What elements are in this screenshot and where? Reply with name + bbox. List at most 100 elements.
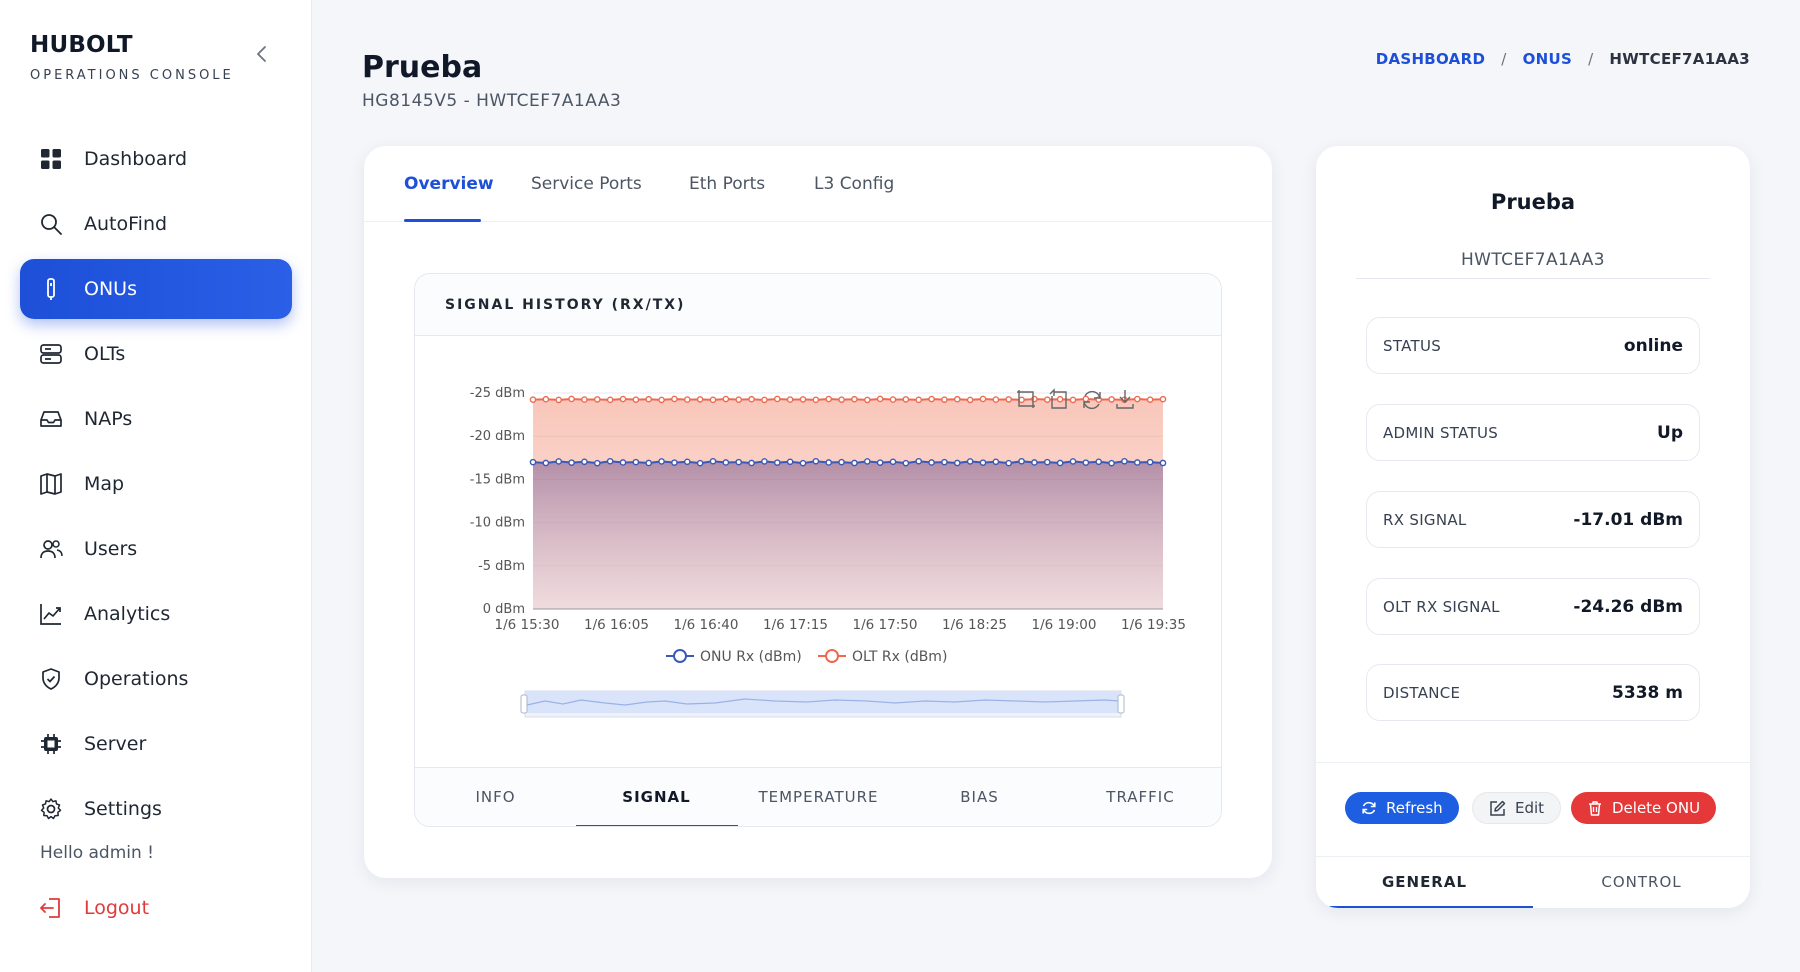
x-tick-label: 1/6 17:15	[763, 617, 828, 633]
rx-signal-row: RX SIGNAL -17.01 dBm	[1366, 491, 1700, 548]
delete-onu-button[interactable]: Delete ONU	[1571, 792, 1717, 824]
breadcrumb: DASHBOARD / ONUS / HWTCEF7A1AA3	[1376, 50, 1750, 68]
signal-chart: -25 dBm -20 dBm -15 dBm -10 dBm -5 dBm 0 dBm 1…	[415, 337, 1221, 767]
onu-rx-point	[1121, 457, 1128, 465]
tab-overview[interactable]: Overview	[404, 174, 494, 194]
onu-rx-point	[992, 458, 1000, 466]
refresh-button[interactable]: Refresh	[1345, 792, 1459, 824]
distance-label: DISTANCE	[1383, 683, 1461, 702]
logout-button[interactable]: Logout	[38, 895, 149, 921]
olt-rx-point	[748, 395, 755, 403]
olt-rx-point	[1005, 396, 1013, 403]
onu-rx-point	[542, 459, 550, 467]
olt-rx-point	[979, 395, 987, 403]
sidebar-item-server[interactable]: Server	[20, 714, 292, 774]
sidebar-item-map[interactable]: Map	[20, 454, 292, 514]
shield-icon	[38, 666, 64, 692]
sidebar-item-operations[interactable]: Operations	[20, 649, 292, 709]
tab-control[interactable]: CONTROL	[1601, 873, 1682, 891]
chart-line-icon	[38, 601, 64, 627]
rx-signal-label: RX SIGNAL	[1383, 510, 1467, 529]
tab-eth-ports[interactable]: Eth Ports	[689, 174, 766, 194]
onu-rx-point	[1056, 459, 1064, 467]
sidebar-item-analytics[interactable]: Analytics	[20, 584, 292, 644]
olt-rx-point	[555, 396, 563, 404]
sidebar-item-dashboard[interactable]: Dashboard	[20, 129, 292, 189]
sidebar-item-label: AutoFind	[84, 213, 168, 235]
tab-general[interactable]: GENERAL	[1381, 873, 1468, 891]
tab-temperature[interactable]: TEMPERATURE	[758, 788, 879, 806]
onu-rx-point	[593, 459, 601, 467]
onu-rx-point	[761, 458, 768, 465]
tab-info[interactable]: INFO	[475, 788, 516, 806]
legend-label: OLT Rx (dBm)	[852, 649, 947, 665]
olt-rx-point	[928, 395, 935, 403]
map-icon	[38, 471, 64, 497]
onu-rx-point	[863, 458, 871, 465]
zoom-icon[interactable]	[1017, 390, 1035, 408]
sidebar-item-users[interactable]: Users	[20, 519, 292, 579]
olt-rx-point	[1018, 396, 1025, 404]
device-card: Prueba HWTCEF7A1AA3 STATUS online ADMIN …	[1316, 146, 1750, 908]
sidebar-nav: Dashboard AutoFind ONUs OLTs NAPs	[20, 129, 292, 844]
onu-rx-point	[735, 458, 743, 466]
y-tick-label: -25 dBm	[470, 386, 525, 401]
onu-rx-point	[529, 458, 537, 466]
sidebar-item-settings[interactable]: Settings	[20, 779, 292, 839]
sidebar-item-label: ONUs	[84, 278, 137, 300]
olt-rx-point	[606, 396, 614, 404]
olt-rx-signal-row: OLT RX SIGNAL -24.26 dBm	[1366, 578, 1700, 635]
sidebar-item-naps[interactable]: NAPs	[20, 389, 292, 449]
onu-rx-point	[1146, 458, 1154, 466]
refresh-label: Refresh	[1386, 799, 1443, 817]
zoom-slider-sparkline	[526, 698, 1120, 706]
onu-rx-point	[1095, 458, 1103, 466]
olt-rx-point	[1133, 395, 1141, 403]
edit-icon	[1489, 800, 1506, 817]
sidebar-item-autofind[interactable]: AutoFind	[20, 194, 292, 254]
tab-signal[interactable]: SIGNAL	[622, 788, 691, 806]
sidebar-item-olts[interactable]: OLTs	[20, 324, 292, 384]
onu-rx-point	[1159, 459, 1167, 467]
tab-bias[interactable]: BIAS	[960, 788, 999, 806]
onu-rx-point	[1082, 459, 1090, 466]
edit-label: Edit	[1515, 799, 1545, 817]
logout-icon	[38, 895, 64, 921]
onu-rx-point	[851, 459, 858, 467]
sidebar-item-onus[interactable]: ONUs	[20, 259, 292, 319]
chart-toolbox[interactable]	[1017, 388, 1134, 410]
olt-rx-point	[902, 396, 910, 403]
olt-rx-point	[581, 396, 588, 403]
onu-rx-point	[915, 457, 923, 465]
zoom-reset-icon[interactable]	[1049, 388, 1067, 409]
edit-button[interactable]: Edit	[1472, 792, 1562, 824]
tab-traffic[interactable]: TRAFFIC	[1106, 788, 1175, 806]
onu-rx-point	[581, 458, 588, 466]
onu-rx-point	[953, 459, 961, 467]
restore-icon[interactable]	[1083, 390, 1101, 410]
download-icon[interactable]	[1116, 390, 1134, 409]
cpu-icon	[38, 731, 64, 757]
onu-rx-point	[825, 459, 833, 466]
olt-rx-point	[812, 396, 820, 404]
device-tabs: GENERAL CONTROL	[1316, 856, 1750, 908]
onu-rx-point	[889, 458, 897, 466]
olt-rx-signal-value: -24.26 dBm	[1573, 596, 1683, 617]
chevron-left-icon[interactable]	[252, 44, 272, 64]
onu-rx-point	[1133, 459, 1141, 466]
y-tick-label: -5 dBm	[478, 559, 525, 574]
tab-service-ports[interactable]: Service Ports	[531, 174, 642, 194]
onu-rx-point	[902, 459, 910, 467]
onu-rx-point	[683, 458, 691, 466]
page-title: Prueba	[362, 50, 483, 85]
onu-rx-point	[786, 458, 794, 466]
breadcrumb-dashboard[interactable]: DASHBOARD	[1375, 50, 1486, 68]
onu-rx-point	[966, 458, 974, 465]
sidebar-item-label: Server	[84, 733, 147, 755]
breadcrumb-onus[interactable]: ONUS	[1522, 50, 1573, 68]
olt-rx-point	[735, 396, 743, 403]
status-label: STATUS	[1383, 336, 1442, 355]
tab-l3-config[interactable]: L3 Config	[814, 174, 895, 194]
x-tick-label: 1/6 17:50	[853, 617, 918, 633]
